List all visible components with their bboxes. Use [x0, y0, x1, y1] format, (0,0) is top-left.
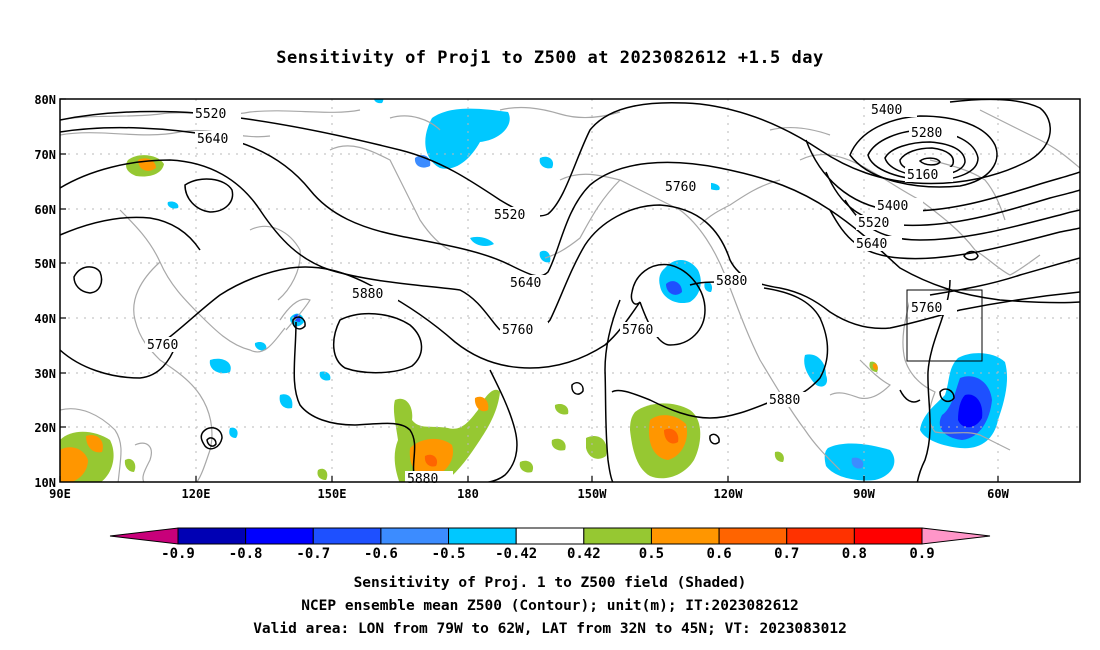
lon-label: 150W [578, 487, 608, 501]
lat-labels: 80N 70N 60N 50N 40N 30N 20N 10N [34, 93, 56, 490]
map-frame [59, 98, 1081, 483]
colorbar-triangle-low [109, 527, 179, 545]
colorbar-box [650, 527, 720, 545]
contour-label: 5640 [510, 276, 541, 291]
colorbar-box [515, 527, 585, 545]
contour-label: 5880 [769, 393, 800, 408]
axis-ticks [59, 98, 999, 482]
contour-label: 5760 [911, 301, 942, 316]
contour-label: 5520 [195, 107, 226, 122]
sensitivity-shading [60, 99, 1008, 482]
colorbar-tick-label: 0.8 [842, 546, 867, 562]
shade-negative-pacific-core [666, 281, 682, 295]
colorbar-tick-label: -0.7 [296, 546, 330, 562]
colorbar-labels: -0.9 -0.8 -0.7 -0.6 -0.5 -0.42 0.42 0.5 0.6 0.7 0.… [161, 546, 935, 562]
colorbar-tick-label: 0.9 [909, 546, 934, 562]
shade-negative-atlantic-deep [958, 394, 983, 428]
contour-label: 5880 [716, 274, 747, 289]
contour-label: 5760 [665, 180, 696, 195]
colorbar-tick-label: 0.7 [774, 546, 799, 562]
colorbar: -0.9 -0.8 -0.7 -0.6 -0.5 -0.42 0.42 0.5 0.6 0.7 0.… [109, 527, 991, 562]
lat-label: 20N [34, 421, 56, 435]
colorbar-box [448, 527, 517, 545]
colorbar-tick-label: 0.42 [567, 546, 601, 562]
lat-label: 10N [34, 476, 56, 490]
colorbar-box [583, 527, 652, 545]
contour-label: 5880 [352, 287, 383, 302]
contour-label: 5640 [197, 132, 228, 147]
colorbar-box [245, 527, 314, 545]
shade-negative-arctic [425, 108, 510, 169]
contour-label: 5280 [911, 126, 942, 141]
caption-shading: Sensitivity of Proj. 1 to Z500 field (Sh… [353, 575, 747, 591]
contour-label: 5880 [407, 472, 438, 487]
colorbar-tick-label: -0.6 [364, 546, 398, 562]
sensitivity-map: 5520 5640 5520 5640 5760 5760 5880 5760 … [34, 93, 1081, 501]
colorbar-box [718, 527, 788, 545]
lat-label: 30N [34, 367, 56, 381]
lat-label: 50N [34, 257, 56, 271]
contour-label: 5760 [622, 323, 653, 338]
lon-label: 60W [987, 487, 1009, 501]
colorbar-tick-label: -0.8 [229, 546, 263, 562]
contour-label: 5520 [494, 208, 525, 223]
colorbar-tick-label: 0.6 [706, 546, 731, 562]
contour-label: 5760 [147, 338, 178, 353]
lon-label: 180 [457, 487, 479, 501]
lat-label: 80N [34, 93, 56, 107]
colorbar-tick-label: 0.5 [639, 546, 664, 562]
lat-label: 60N [34, 203, 56, 217]
lon-label: 150E [318, 487, 347, 501]
colorbar-tick-label: -0.5 [432, 546, 466, 562]
colorbar-box [786, 527, 855, 545]
lat-label: 40N [34, 312, 56, 326]
colorbar-boxes [109, 527, 991, 545]
caption-contour: NCEP ensemble mean Z500 (Contour); unit(… [301, 598, 799, 614]
contour-label: 5760 [502, 323, 533, 338]
contour-label: 5400 [877, 199, 908, 214]
contour-label: 5400 [871, 103, 902, 118]
colorbar-box [853, 527, 923, 545]
lon-label: 120W [714, 487, 744, 501]
contour-label: 5160 [907, 168, 938, 183]
valid-area-box [906, 289, 983, 362]
colorbar-box [312, 527, 382, 545]
contour-label: 5520 [858, 216, 889, 231]
lon-label: 120E [182, 487, 211, 501]
map-title: Sensitivity of Proj1 to Z500 at 20230826… [276, 48, 824, 68]
caption-block: Sensitivity of Proj. 1 to Z500 field (Sh… [0, 572, 1100, 641]
contour-label: 5640 [856, 237, 887, 252]
lon-labels: 90E 120E 150E 180 150W 120W 90W 60W [49, 487, 1009, 501]
lon-label: 90W [853, 487, 875, 501]
colorbar-box [177, 527, 247, 545]
lon-label: 90E [49, 487, 71, 501]
colorbar-triangle-high [921, 527, 991, 545]
colorbar-tick-label: -0.9 [161, 546, 195, 562]
caption-valid-area: Valid area: LON from 79W to 62W, LAT fro… [253, 621, 847, 637]
colorbar-tick-label: -0.42 [495, 546, 537, 562]
lat-label: 70N [34, 148, 56, 162]
colorbar-box [380, 527, 450, 545]
contour-label-layer: 5520 5640 5520 5640 5760 5760 5880 5760 … [145, 102, 957, 487]
